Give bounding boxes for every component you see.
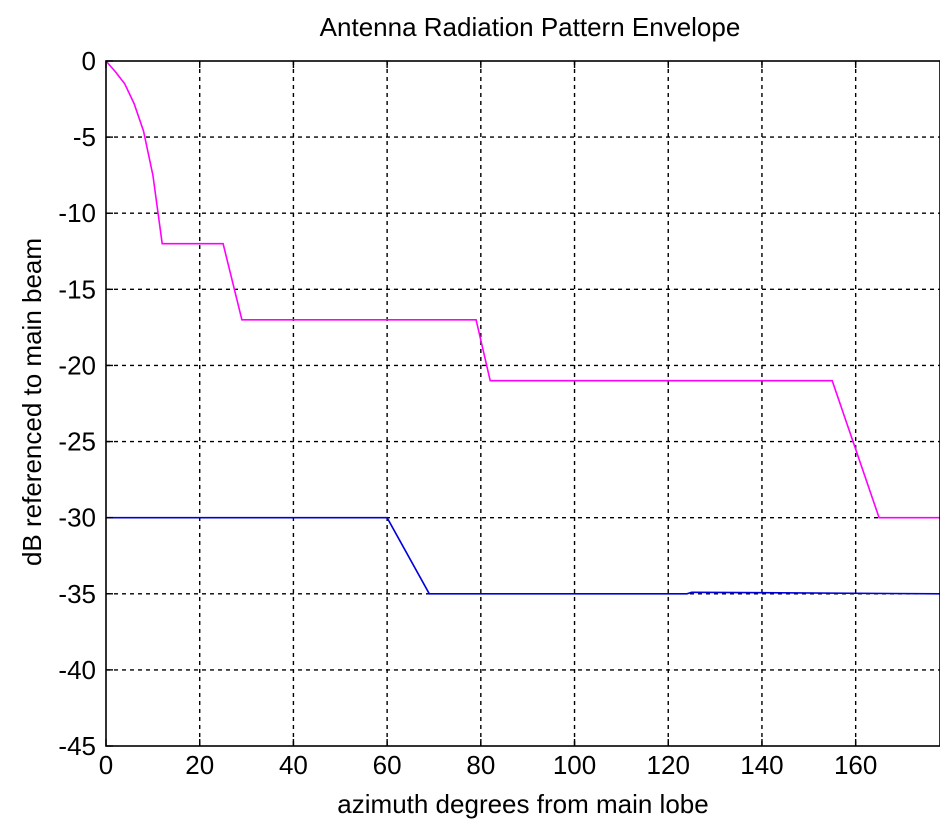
series-lines	[105, 60, 940, 595]
x-tick-label: 120	[647, 750, 690, 780]
ticks: 0 20 40 60 80 100 120 140 160 0 -5 -10 -15 -20 -25 -30 -…	[58, 46, 877, 780]
x-tick-label: 20	[185, 750, 214, 780]
y-tick-label: -5	[73, 122, 96, 152]
y-tick-label: -30	[58, 503, 96, 533]
y-tick-label: -10	[58, 198, 96, 228]
x-tick-label: 100	[553, 750, 596, 780]
y-tick-label: -15	[58, 274, 96, 304]
x-tick-label: 0	[99, 750, 113, 780]
x-tick-label: 40	[279, 750, 308, 780]
x-axis-label: azimuth degrees from main lobe	[337, 789, 708, 819]
y-tick-label: -35	[58, 579, 96, 609]
x-tick-label: 60	[373, 750, 402, 780]
grid-lines	[106, 61, 940, 746]
chart-title: Antenna Radiation Pattern Envelope	[320, 12, 741, 42]
x-tick-label: 140	[740, 750, 783, 780]
x-tick-label: 160	[834, 750, 877, 780]
y-tick-label: -40	[58, 655, 96, 685]
series-line-1	[105, 60, 940, 519]
y-tick-label: -25	[58, 427, 96, 457]
y-tick-label: -20	[58, 350, 96, 380]
y-axis-label: dB referenced to main beam	[17, 238, 47, 566]
y-tick-label: -45	[58, 731, 96, 761]
axis-box	[105, 60, 940, 747]
x-tick-label: 80	[466, 750, 495, 780]
y-tick-label: 0	[82, 46, 96, 76]
series-line-2	[106, 516, 940, 595]
